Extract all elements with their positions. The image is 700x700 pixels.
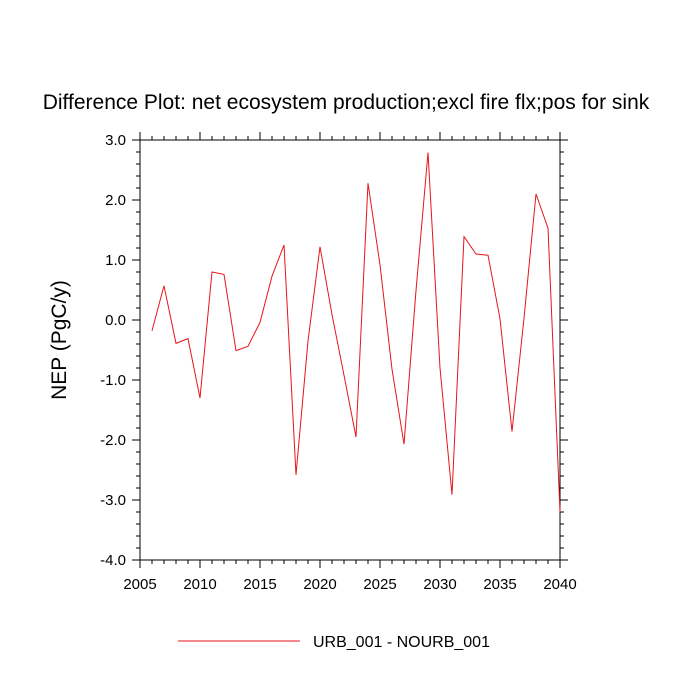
x-tick-label: 2020 bbox=[303, 576, 336, 593]
y-tick-label: 2.0 bbox=[105, 192, 126, 209]
series-layer bbox=[151, 152, 561, 513]
y-axis-label: NEP (PgC/y) bbox=[48, 280, 71, 400]
x-tick-label: 2040 bbox=[543, 576, 576, 593]
y-tick-label: 0.0 bbox=[105, 312, 126, 329]
legend: URB_001 - NOURB_001 bbox=[178, 634, 490, 651]
y-tick-label: -4.0 bbox=[100, 552, 126, 569]
axis-ticks bbox=[132, 132, 568, 568]
y-tick-label: 1.0 bbox=[105, 252, 126, 269]
x-tick-label: 2015 bbox=[243, 576, 276, 593]
y-tick-label: -3.0 bbox=[100, 492, 126, 509]
x-tick-label: 2035 bbox=[483, 576, 516, 593]
x-tick-label: 2005 bbox=[123, 576, 156, 593]
chart-title: Difference Plot: net ecosystem productio… bbox=[43, 91, 650, 114]
legend-label: URB_001 - NOURB_001 bbox=[313, 634, 490, 651]
x-tick-label: 2030 bbox=[423, 576, 456, 593]
x-tick-label: 2025 bbox=[363, 576, 396, 593]
y-tick-label: 3.0 bbox=[105, 132, 126, 149]
y-tick-label: -1.0 bbox=[100, 372, 126, 389]
x-tick-label: 2010 bbox=[183, 576, 216, 593]
plot-frame bbox=[139, 139, 561, 561]
axis-tick-labels: 2005 2010 2015 2020 2025 2030 2035 2040 -4.0 -3.0… bbox=[100, 132, 577, 593]
series-line bbox=[151, 152, 561, 513]
y-tick-label: -2.0 bbox=[100, 432, 126, 449]
